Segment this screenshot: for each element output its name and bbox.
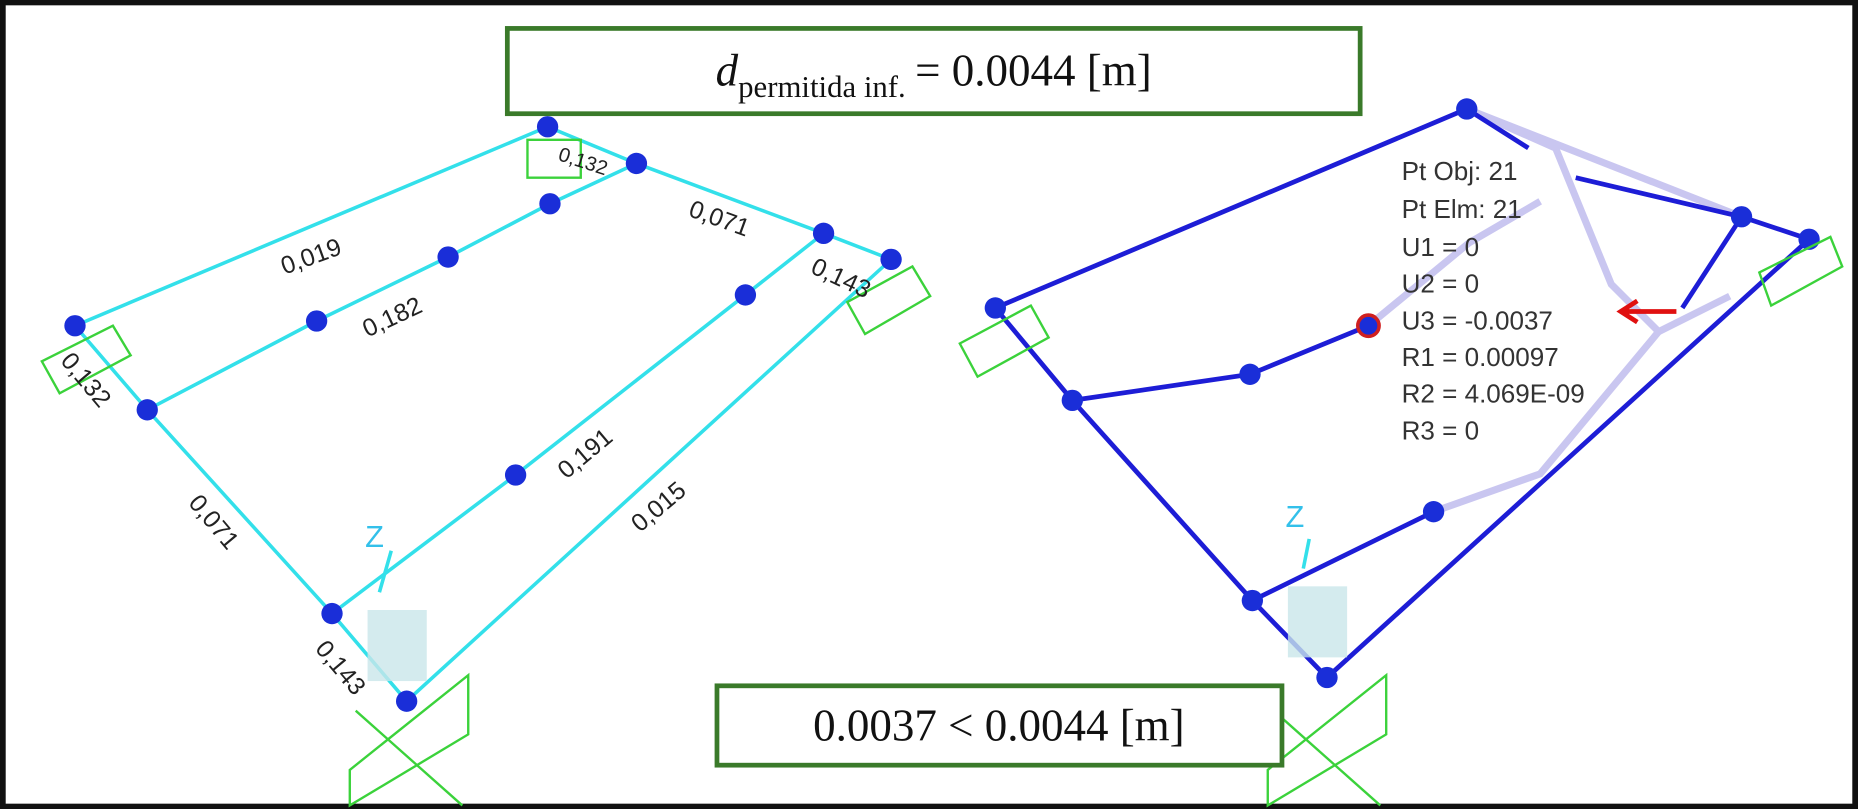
bottom-box: 0.0037 < 0.0044 [m] — [717, 686, 1282, 765]
axis-cube — [1288, 586, 1347, 657]
info-line: R2 = 4.069E-09 — [1402, 379, 1585, 409]
top-box: dpermitida inf. = 0.0044 [m] — [507, 28, 1360, 113]
axis-label: Z — [365, 519, 384, 554]
axis-cube — [368, 610, 427, 681]
axis-label: Z — [1286, 499, 1305, 534]
expression: = 0.0044 [m] — [915, 45, 1152, 95]
screenshot: Z 0,019 0,182 0,132 0,071 0,143 0,132 0,… — [0, 0, 1858, 809]
selected-joint — [1358, 315, 1379, 336]
info-line: R3 = 0 — [1402, 415, 1479, 445]
subscript: permitida inf. — [738, 70, 906, 104]
comparison: 0.0037 < 0.0044 [m] — [813, 700, 1185, 750]
info-line: R1 = 0.00097 — [1402, 342, 1559, 372]
info-line: Pt Obj: 21 — [1402, 156, 1518, 186]
info-line: Pt Elm: 21 — [1402, 194, 1522, 224]
info-line: U3 = -0.0037 — [1402, 305, 1553, 335]
info-line: U2 = 0 — [1402, 269, 1479, 299]
info-line: U1 = 0 — [1402, 232, 1479, 262]
symbol: d — [716, 45, 739, 95]
